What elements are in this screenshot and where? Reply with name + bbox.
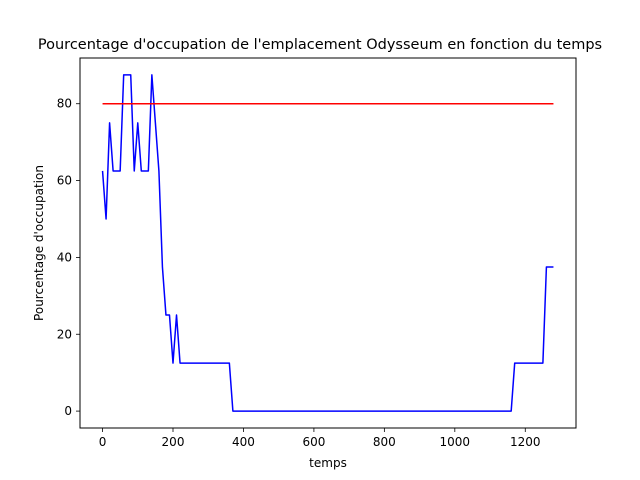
axes-frame bbox=[79, 57, 577, 429]
y-axis-label: Pourcentage d'occupation bbox=[32, 165, 46, 321]
y-tick-label: 40 bbox=[57, 250, 72, 264]
occupation-series-line bbox=[101, 74, 554, 412]
x-axis-label: temps bbox=[309, 456, 347, 470]
y-tick-label: 80 bbox=[57, 97, 72, 111]
y-tick-label: 0 bbox=[64, 404, 72, 418]
series-layer bbox=[101, 74, 554, 412]
y-tick-label: 60 bbox=[57, 174, 72, 188]
x-axis-ticks: 0 200 400 600 800 1000 1200 bbox=[99, 428, 541, 449]
x-tick-label: 800 bbox=[373, 435, 396, 449]
x-tick-label: 1200 bbox=[510, 435, 541, 449]
x-tick-label: 600 bbox=[302, 435, 325, 449]
y-axis-ticks: 0 20 40 60 80 bbox=[57, 97, 80, 418]
x-tick-label: 1000 bbox=[440, 435, 471, 449]
y-tick-label: 20 bbox=[57, 327, 72, 341]
x-tick-label: 0 bbox=[99, 435, 107, 449]
x-tick-label: 200 bbox=[162, 435, 185, 449]
chart-title: Pourcentage d'occupation de l'emplacemen… bbox=[38, 37, 602, 53]
x-tick-label: 400 bbox=[232, 435, 255, 449]
plot-area bbox=[79, 57, 577, 429]
